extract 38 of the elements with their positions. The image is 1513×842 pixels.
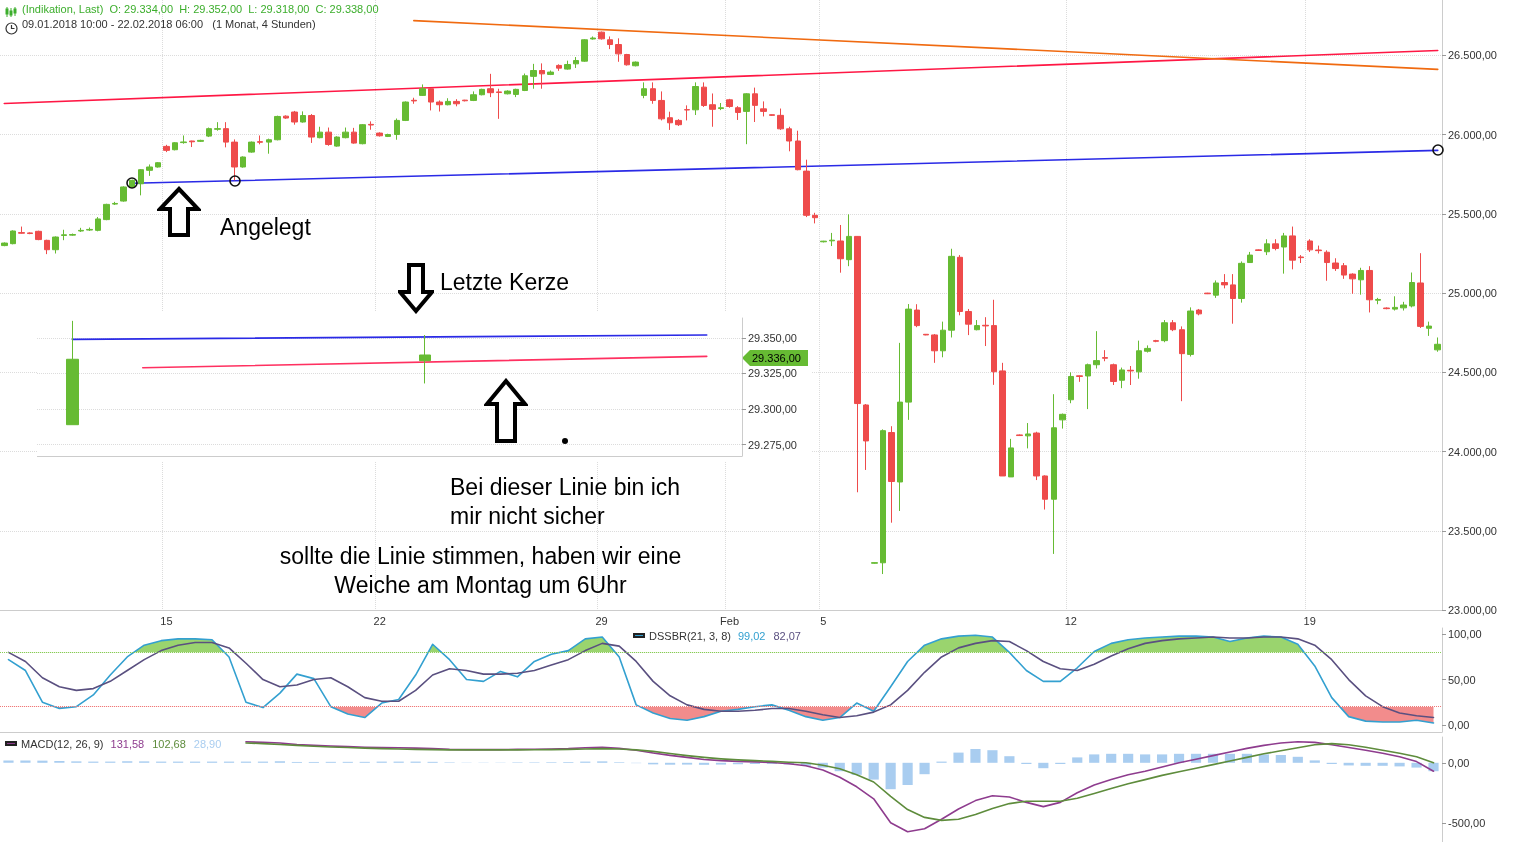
y-tick-label: 29.325,00 <box>748 367 797 380</box>
annotation: 102,68 <box>152 738 186 750</box>
y-tick-label: 24.000,00 <box>1448 445 1497 458</box>
y-tick-label: 0,00 <box>1448 756 1470 769</box>
annotation: Letzte Kerze <box>440 268 570 297</box>
annotation: 82,07 <box>773 630 801 642</box>
y-tick-label: 100,00 <box>1448 628 1482 641</box>
y-tick-label: 0,00 <box>1448 718 1470 731</box>
y-tick-label: 24.500,00 <box>1448 366 1497 379</box>
annotation: 131,58 <box>110 738 145 750</box>
y-tick-label: 23.500,00 <box>1448 524 1497 537</box>
y-tick-label: -500,00 <box>1448 816 1486 829</box>
annotation: 29.336,00 <box>752 352 801 364</box>
x-tick-label: 12 <box>1064 614 1077 627</box>
x-tick-label: 5 <box>820 614 827 627</box>
y-tick-label: 23.000,00 <box>1448 604 1497 616</box>
x-tick-label: Feb <box>720 614 740 627</box>
annotation: sollte die Linie stimmen, haben wir eine Weiche am Montag um 6Uhr <box>278 542 683 600</box>
y-tick-label: 29.350,00 <box>748 331 797 344</box>
x-tick-label: 15 <box>160 614 173 627</box>
annotation: 28,90 <box>193 738 222 750</box>
annotation: Angelegt <box>220 213 311 242</box>
y-tick-label: 29.300,00 <box>748 403 797 416</box>
x-tick-label: 19 <box>1303 614 1316 627</box>
y-tick-label: 26.000,00 <box>1448 128 1497 141</box>
x-tick-label: 29 <box>595 614 608 627</box>
text: 09.01.2018 10:00 - 22.02.2018 06:00 (1 Monat, 4 Stunden) <box>22 17 316 30</box>
y-tick-label: 26.500,00 <box>1448 49 1497 62</box>
y-tick-label: 29.275,00 <box>748 438 797 451</box>
legend-label: DSSBR(21, 3, 8) <box>649 629 731 642</box>
y-tick-label: 50,00 <box>1448 673 1476 686</box>
chart-title: (Indikation, Last) O: 29.334,00 H: 29.352,00 L: 29.318,00 C: 29.338,00 <box>22 2 379 15</box>
annotation: Bei dieser Linie bin ich mir nicht sicher <box>450 473 682 531</box>
legend-label: MACD(12, 26, 9) <box>21 737 104 750</box>
annotation: 99,02 <box>737 630 766 642</box>
y-tick-label: 25.000,00 <box>1448 287 1497 300</box>
x-tick-label: 22 <box>373 614 386 627</box>
y-tick-label: 25.500,00 <box>1448 207 1497 220</box>
